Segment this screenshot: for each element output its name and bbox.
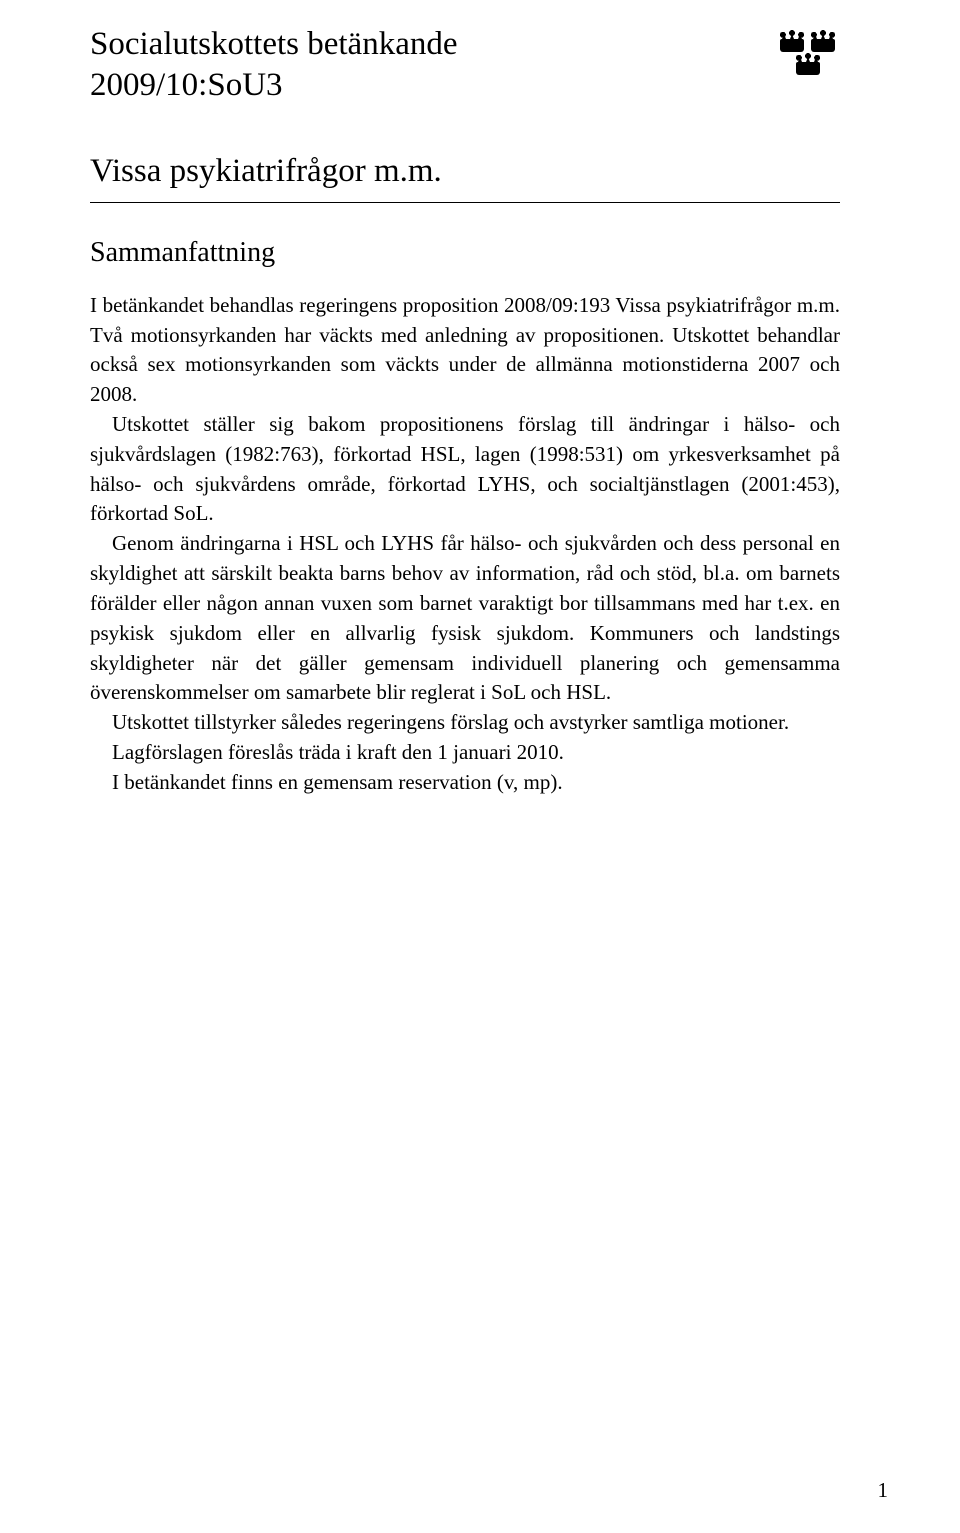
document-header: Socialutskottets betänkande 2009/10:SoU3 (90, 24, 840, 107)
paragraph: Utskottet tillstyrker således regeringen… (90, 708, 840, 738)
paragraph: Lagförslagen föreslås träda i kraft den … (90, 738, 840, 768)
paragraph: I betänkandet behandlas regeringens prop… (90, 291, 840, 410)
page-number: 1 (878, 1478, 889, 1503)
section-heading: Sammanfattning (90, 237, 840, 269)
paragraph: I betänkandet finns en gemensam reservat… (90, 768, 840, 798)
body-text: I betänkandet behandlas regeringens prop… (90, 291, 840, 798)
document-title: Vissa psykiatrifrågor m.m. (90, 151, 840, 192)
paragraph: Utskottet ställer sig bakom propositione… (90, 410, 840, 529)
paragraph: Genom ändringarna i HSL och LYHS får häl… (90, 529, 840, 708)
title-underline (90, 202, 840, 203)
three-crowns-icon (777, 24, 840, 77)
document-id: 2009/10:SoU3 (90, 65, 458, 106)
header-text-block: Socialutskottets betänkande 2009/10:SoU3 (90, 24, 458, 107)
committee-name: Socialutskottets betänkande (90, 24, 458, 65)
